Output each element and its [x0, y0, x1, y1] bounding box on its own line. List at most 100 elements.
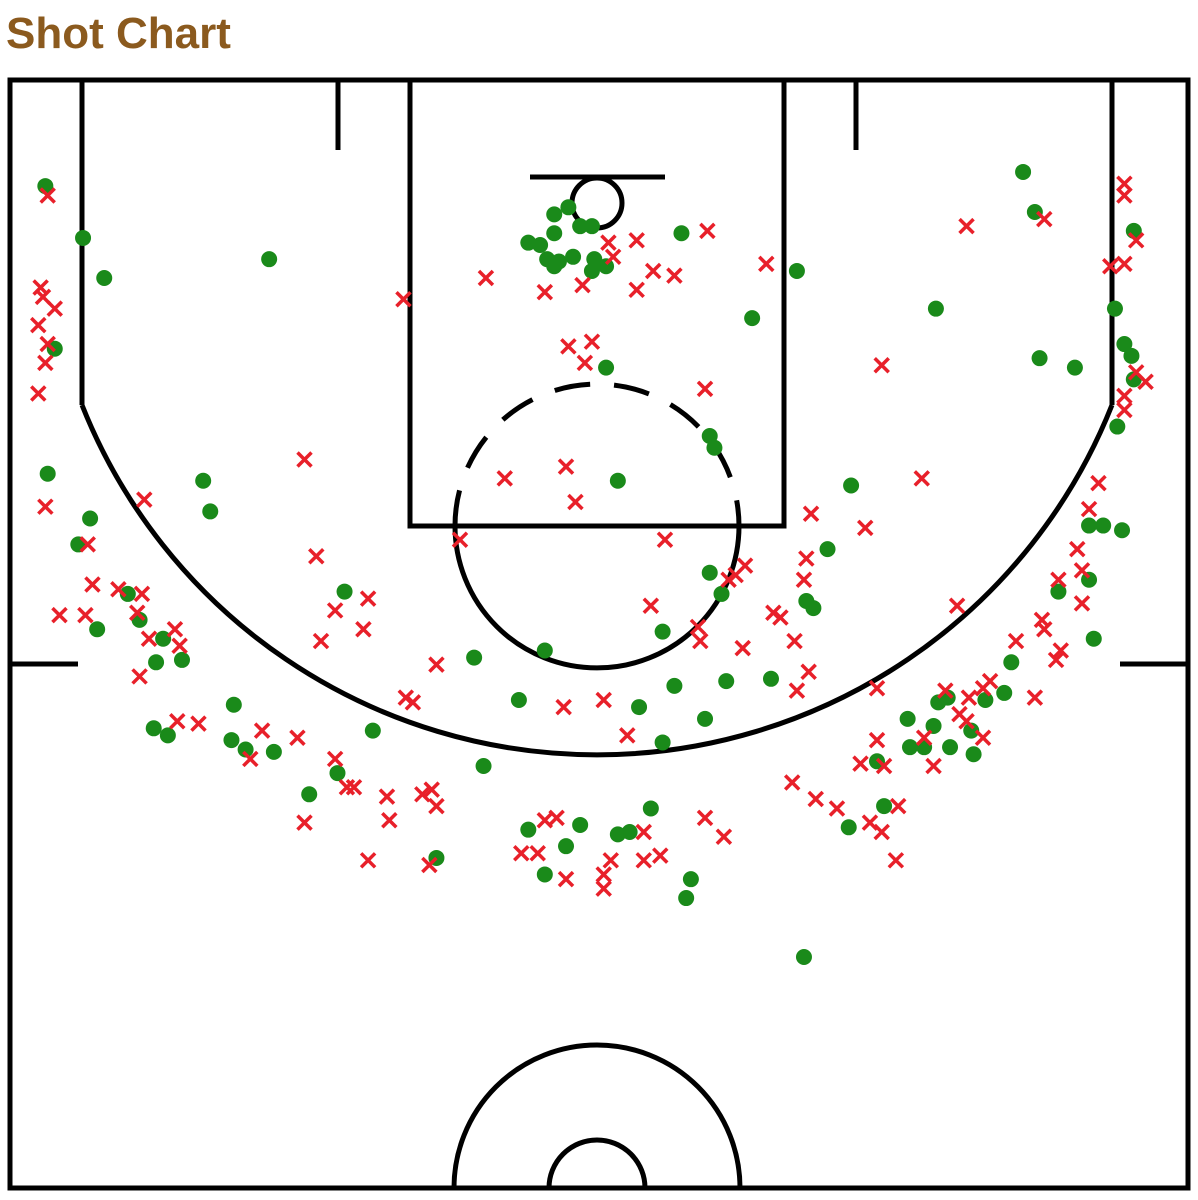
miss-mark [807, 790, 824, 808]
make-mark [927, 300, 944, 317]
make-mark [1050, 583, 1067, 600]
miss-mark [1116, 387, 1133, 405]
make-mark [666, 677, 683, 694]
miss-mark [1073, 562, 1091, 579]
miss-mark [1080, 500, 1098, 518]
miss-mark [381, 812, 398, 829]
make-mark [1031, 350, 1048, 367]
make-mark [159, 727, 176, 744]
miss-mark [958, 712, 975, 730]
make-mark [261, 251, 278, 268]
make-mark [840, 819, 857, 836]
miss-mark [242, 750, 259, 768]
make-mark [1109, 418, 1126, 435]
make-mark [202, 503, 219, 520]
make-mark [565, 248, 582, 265]
make-mark [678, 890, 695, 907]
miss-mark [915, 729, 933, 746]
miss-mark [852, 755, 869, 772]
make-mark [536, 642, 553, 659]
miss-mark [595, 880, 612, 897]
miss-mark [51, 606, 68, 624]
make-mark [1081, 517, 1098, 534]
miss-mark [635, 823, 653, 841]
miss-mark [131, 668, 148, 685]
make-mark [1015, 163, 1032, 180]
miss-mark [296, 451, 313, 468]
miss-mark [602, 852, 620, 869]
make-mark [336, 583, 353, 600]
make-mark [697, 710, 714, 727]
miss-mark [889, 797, 907, 815]
make-mark [843, 477, 860, 494]
miss-mark [557, 458, 575, 475]
miss-mark [421, 856, 438, 874]
miss-mark [937, 682, 954, 699]
miss-mark [689, 618, 707, 636]
free-throw-circle-dashed [452, 381, 742, 527]
miss-mark [948, 597, 966, 614]
make-mark [583, 262, 600, 279]
make-mark [718, 673, 735, 690]
make-mark [39, 465, 56, 482]
miss-mark [84, 576, 101, 593]
miss-mark [1127, 232, 1145, 249]
miss-mark [856, 519, 874, 537]
miss-mark [253, 722, 271, 739]
miss-mark [1102, 258, 1119, 275]
make-mark [642, 800, 659, 817]
miss-mark [140, 630, 158, 647]
miss-mark [828, 800, 846, 817]
miss-mark [802, 505, 820, 523]
miss-mark [619, 727, 636, 744]
miss-mark [1036, 621, 1053, 638]
make-mark [977, 692, 994, 709]
make-mark [145, 720, 162, 737]
make-mark [621, 824, 638, 841]
chart-title: Shot Chart [6, 9, 231, 58]
miss-mark [1116, 187, 1133, 204]
miss-mark [308, 547, 325, 565]
miss-mark [696, 380, 714, 398]
miss-mark [692, 632, 709, 650]
miss-mark [734, 639, 751, 657]
miss-mark [359, 852, 377, 869]
make-mark [762, 670, 779, 687]
miss-mark [79, 536, 96, 553]
miss-mark [974, 679, 992, 697]
make-mark [682, 871, 699, 888]
make-mark [1106, 300, 1123, 317]
make-mark [930, 694, 947, 711]
miss-mark [727, 566, 744, 584]
miss-mark [644, 262, 662, 280]
miss-mark [576, 354, 594, 372]
three-point-arc [79, 404, 1115, 758]
make-mark [301, 786, 318, 803]
miss-mark [772, 609, 789, 626]
make-mark [1095, 517, 1112, 534]
miss-mark [423, 781, 440, 798]
make-mark [673, 225, 690, 242]
miss-mark [345, 778, 363, 796]
make-mark [119, 585, 136, 602]
miss-mark [296, 814, 313, 831]
make-mark [546, 258, 563, 275]
miss-mark [355, 621, 372, 638]
make-mark [706, 439, 723, 456]
miss-mark [925, 757, 942, 775]
miss-mark [783, 774, 801, 791]
miss-mark [1026, 689, 1044, 706]
miss-mark [557, 870, 575, 888]
miss-mark [404, 694, 422, 711]
miss-mark [39, 187, 56, 204]
miss-mark [136, 491, 153, 508]
make-mark [520, 821, 537, 838]
make-mark [546, 225, 563, 242]
miss-mark [600, 234, 617, 251]
miss-mark [1116, 401, 1133, 419]
miss-mark [795, 571, 813, 589]
miss-mark [887, 852, 905, 869]
make-mark [560, 199, 577, 216]
make-mark [701, 564, 718, 581]
